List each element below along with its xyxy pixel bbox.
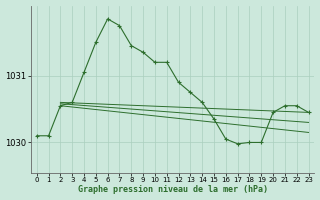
X-axis label: Graphe pression niveau de la mer (hPa): Graphe pression niveau de la mer (hPa) <box>78 185 268 194</box>
